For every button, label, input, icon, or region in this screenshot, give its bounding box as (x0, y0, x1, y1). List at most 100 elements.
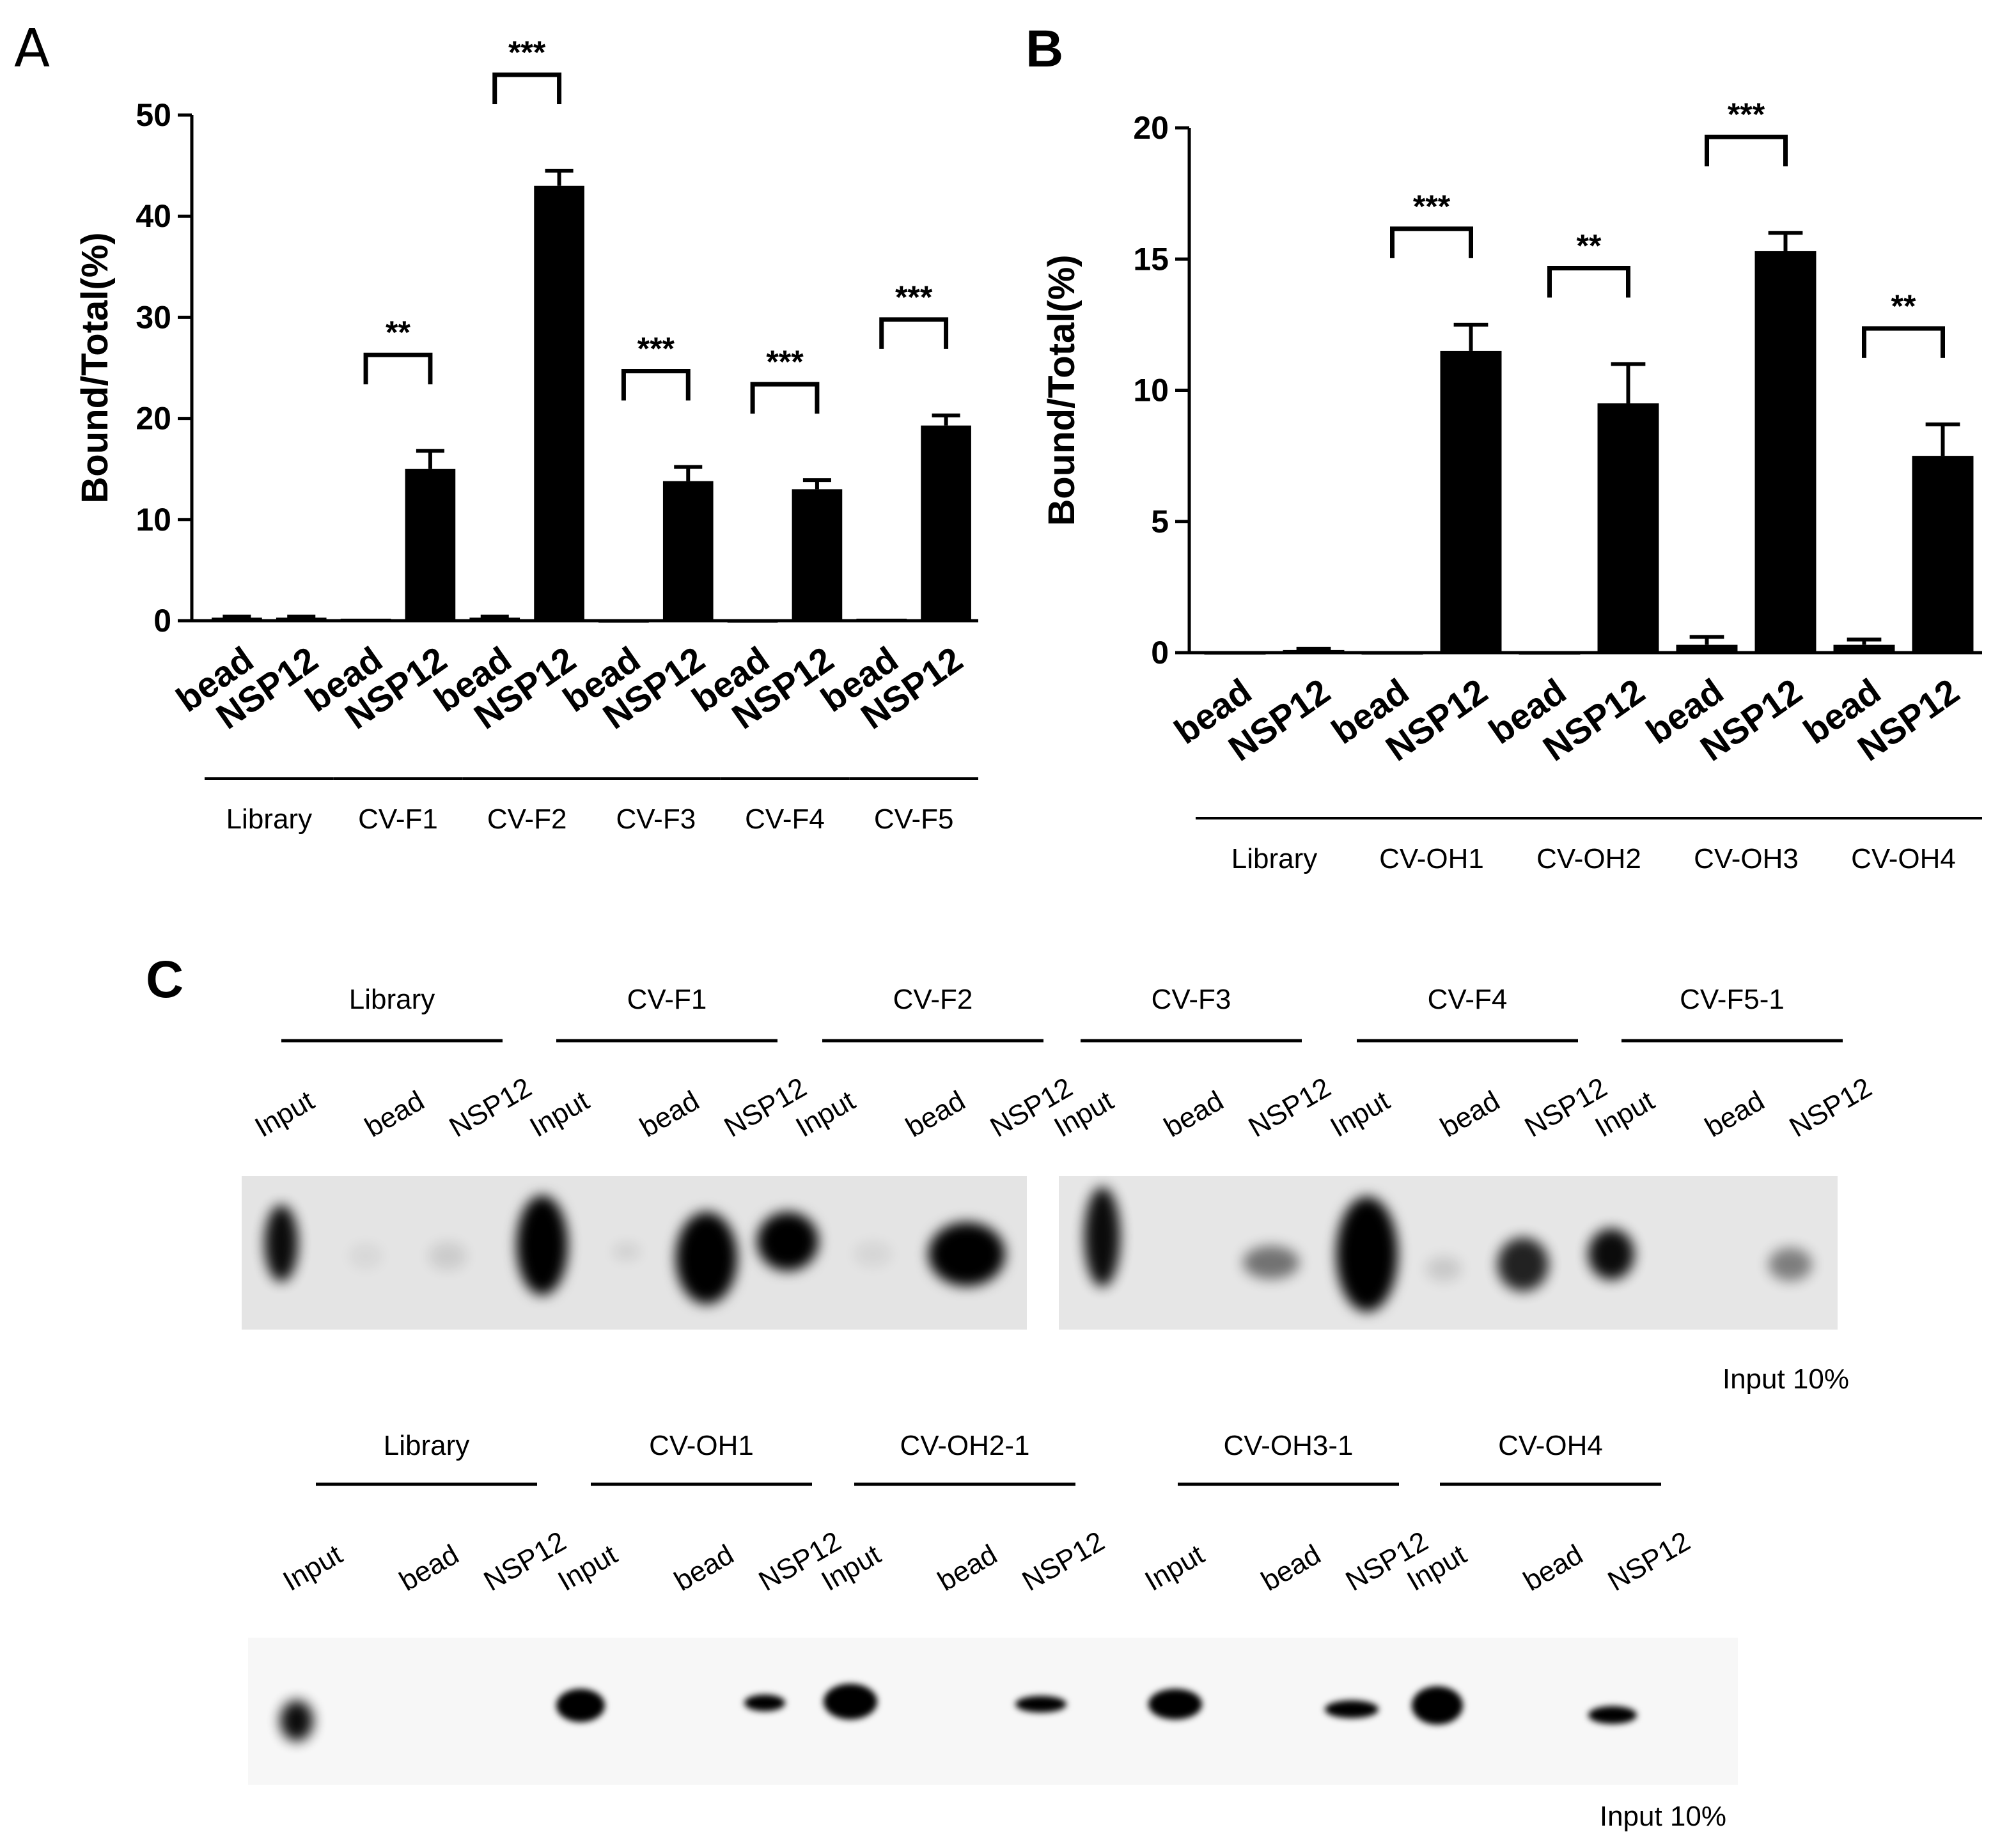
chart-b-bar (1833, 644, 1895, 653)
chart-a-group-label: CV-F4 (745, 804, 825, 835)
blot-top-band (757, 1212, 818, 1271)
blot-bottom-lane-label: bead (1256, 1539, 1326, 1597)
chart-b-group-label: CV-OH2 (1536, 843, 1641, 874)
blot-top-band (349, 1243, 382, 1269)
chart-b-bar (1519, 653, 1581, 655)
chart-b-bar (1204, 653, 1266, 655)
chart-a-significance-bracket (492, 72, 562, 105)
chart-b-significance-bracket (1705, 134, 1788, 167)
chart-b-bar (1676, 644, 1738, 653)
chart-a-significance-bracket (750, 382, 820, 414)
blot-top-band (1588, 1229, 1634, 1280)
blot-bottom-lane-label: NSP12 (1603, 1526, 1696, 1597)
chart-b-significance-label: *** (1728, 97, 1765, 132)
chart-b-bar (1597, 403, 1659, 653)
chart-a-bar (662, 481, 714, 621)
chart-b-bar (1361, 653, 1423, 655)
blot-top-membrane (1059, 1176, 1838, 1330)
chart-a-significance-bracket (879, 317, 949, 349)
chart-b-significance-label: ** (1891, 288, 1916, 324)
blot-top-lane-label: bead (360, 1085, 430, 1143)
blot-top-input-note: Input 10% (1723, 1363, 1849, 1395)
blot-bottom-group-label: CV-OH2-1 (900, 1430, 1030, 1461)
blot-bottom-band (1588, 1706, 1637, 1724)
panel-letter-b: B (1026, 20, 1063, 78)
chart-a-y-tick-label: 30 (136, 299, 171, 335)
blot-top-lane-label: NSP12 (719, 1072, 812, 1144)
chart-a-significance-label: ** (386, 314, 410, 350)
bar-chart-b: 05101520Bound/Total(%)beadNSP12beadNSP12… (1041, 97, 1982, 874)
blot-bottom-lane-label: bead (669, 1539, 739, 1597)
chart-a-bar (856, 618, 907, 621)
blot-bottom-membrane (248, 1638, 1738, 1785)
chart-a-y-axis-label: Bound/Total(%) (74, 232, 116, 503)
blot-bottom-band (1325, 1700, 1379, 1718)
blot-top-lane-label: bead (1435, 1085, 1505, 1143)
chart-b-bar (1283, 649, 1345, 653)
blot-top-group-label: CV-F2 (893, 984, 973, 1015)
blot-top-band (1769, 1248, 1812, 1281)
chart-b-y-tick-label: 0 (1151, 635, 1169, 671)
chart-a-significance-bracket (621, 369, 691, 401)
chart-b-y-tick-label: 5 (1151, 504, 1169, 540)
blot-top-lane-label: NSP12 (1520, 1072, 1613, 1144)
blot-top-lane-label: bead (901, 1085, 971, 1143)
chart-b-significance-bracket (1862, 326, 1945, 358)
chart-a-group-label: Library (226, 804, 313, 835)
blot-bottom-band (1412, 1686, 1463, 1725)
blot-top-lane-label: Input (525, 1085, 595, 1143)
panel-letter-c: C (146, 951, 184, 1009)
chart-a-bar (276, 617, 327, 621)
chart-b-significance-bracket (1390, 226, 1473, 258)
chart-a-significance-label: *** (508, 35, 546, 70)
blot-bottom-group-label: CV-OH1 (649, 1430, 754, 1461)
blot-top-group-label: CV-F3 (1152, 984, 1231, 1015)
blot-bottom-lane-label: NSP12 (479, 1526, 572, 1597)
chart-a-significance-label: *** (766, 344, 804, 380)
chart-b-significance-bracket (1547, 265, 1630, 298)
blot-top-band (517, 1195, 568, 1295)
blot-bottom-group-label: CV-OH4 (1498, 1430, 1603, 1461)
blot-bottom-group-label: CV-OH3-1 (1224, 1430, 1354, 1461)
chart-a-bar (340, 618, 391, 621)
blot-top-group-label: Library (349, 984, 435, 1015)
blot-top-group-label: CV-F1 (627, 984, 707, 1015)
chart-b-y-axis-label: Bound/Total(%) (1041, 254, 1082, 525)
chart-a-y-tick-label: 20 (136, 401, 171, 437)
chart-a-bar (921, 425, 971, 621)
chart-a-bar (405, 469, 456, 621)
chart-a-bar (598, 621, 649, 623)
blot-top-band (1084, 1187, 1120, 1287)
chart-a-significance-label: *** (895, 279, 933, 315)
blot-top-band (1497, 1238, 1549, 1291)
bar-chart-a: 01020304050Bound/Total(%)beadNSP12beadNS… (74, 35, 978, 835)
chart-a-y-tick-label: 40 (136, 198, 171, 234)
chart-a-group-label: CV-F1 (358, 804, 438, 835)
blot-bottom-band (280, 1700, 313, 1741)
chart-a-y-tick-label: 0 (153, 603, 171, 639)
blot-top-lane-label: bead (1700, 1085, 1770, 1143)
blot-top-lane-label: bead (635, 1085, 705, 1143)
chart-a-y-tick-label: 50 (136, 97, 171, 133)
blot-bottom-lane-label: bead (395, 1539, 464, 1597)
chart-a-y-tick-label: 10 (136, 502, 171, 538)
blot-bottom-band (1015, 1696, 1066, 1712)
chart-b-bar (1754, 251, 1816, 653)
blot-top-band (613, 1243, 641, 1261)
blot-bottom-band (556, 1689, 605, 1722)
blot-top-band (1426, 1256, 1462, 1282)
chart-a-group-label: CV-F2 (487, 804, 567, 835)
chart-a-group-label: CV-F5 (874, 804, 954, 835)
blot-top-band (428, 1242, 467, 1270)
chart-a-significance-bracket (363, 352, 433, 385)
blot-top-lane-label: NSP12 (1785, 1072, 1877, 1144)
blot-top-lane-label: bead (1159, 1085, 1229, 1143)
chart-a-bar (792, 489, 843, 621)
blot-top-band (676, 1212, 737, 1304)
chart-b-group-label: Library (1231, 843, 1318, 874)
blot-top-band (854, 1241, 892, 1267)
blot-top-band (928, 1222, 1005, 1286)
chart-b-bar (1912, 456, 1974, 653)
